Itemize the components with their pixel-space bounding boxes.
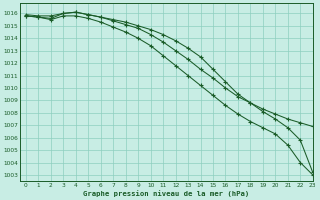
X-axis label: Graphe pression niveau de la mer (hPa): Graphe pression niveau de la mer (hPa) xyxy=(83,190,249,197)
